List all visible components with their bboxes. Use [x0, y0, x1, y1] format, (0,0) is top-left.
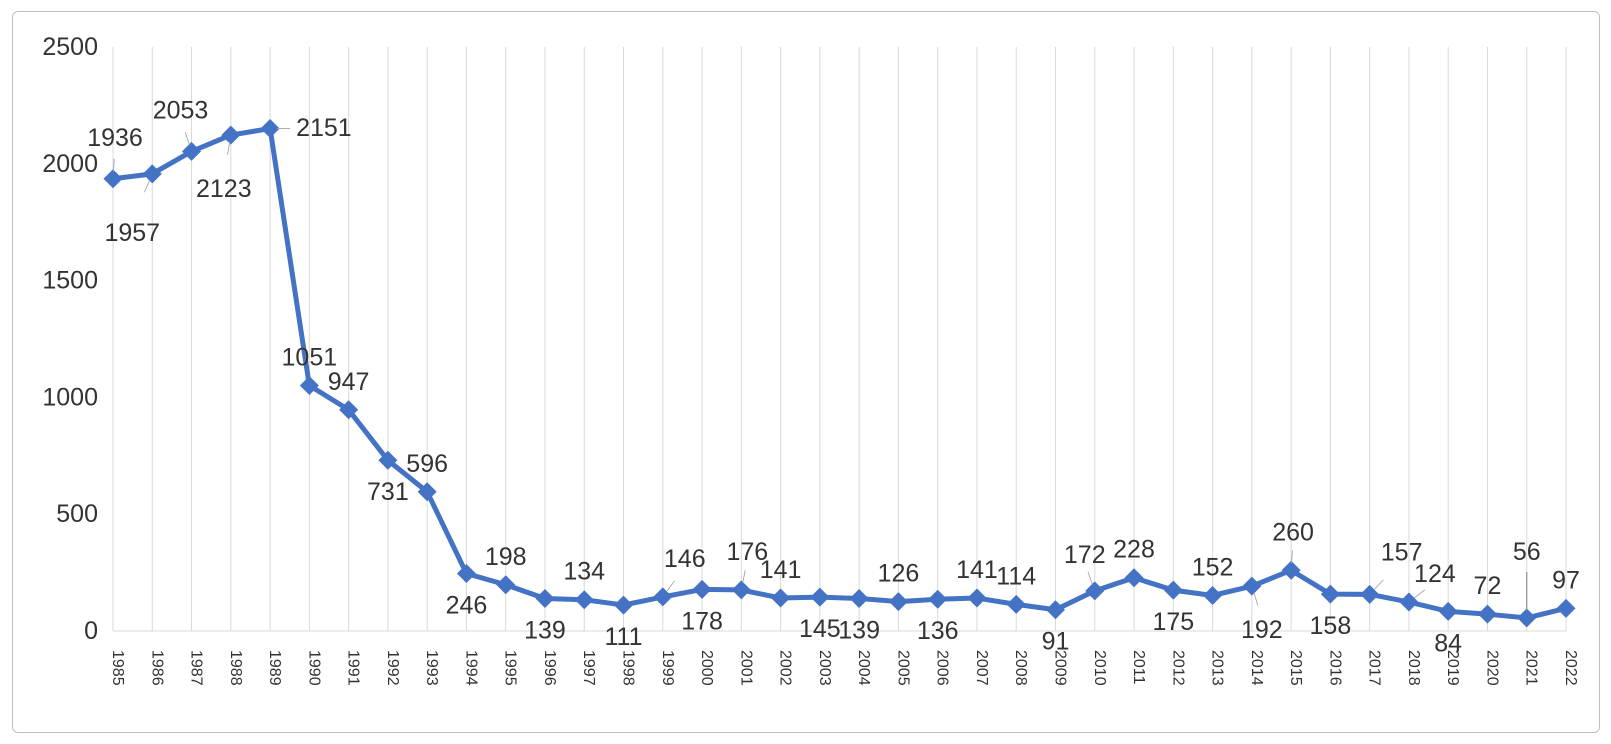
svg-text:2007: 2007 — [973, 650, 990, 686]
svg-text:2009: 2009 — [1051, 650, 1068, 686]
svg-text:2014: 2014 — [1248, 650, 1265, 686]
svg-text:126: 126 — [878, 560, 920, 588]
svg-text:2010: 2010 — [1091, 650, 1108, 686]
svg-text:2011: 2011 — [1130, 650, 1147, 685]
svg-text:1985: 1985 — [109, 650, 126, 686]
svg-text:111: 111 — [605, 623, 643, 651]
svg-text:2123: 2123 — [196, 175, 252, 203]
svg-text:1997: 1997 — [580, 650, 597, 686]
svg-text:2020: 2020 — [1483, 650, 1500, 686]
svg-text:2017: 2017 — [1366, 650, 1383, 686]
svg-text:1991: 1991 — [345, 650, 362, 686]
svg-text:1000: 1000 — [42, 383, 98, 411]
svg-text:1993: 1993 — [423, 650, 440, 686]
svg-text:2012: 2012 — [1169, 650, 1186, 686]
svg-text:172: 172 — [1064, 541, 1106, 569]
svg-text:114: 114 — [996, 562, 1036, 590]
svg-text:146: 146 — [664, 545, 706, 573]
svg-text:141: 141 — [760, 556, 802, 584]
svg-text:1500: 1500 — [42, 267, 98, 295]
svg-text:1986: 1986 — [148, 650, 165, 686]
svg-text:260: 260 — [1272, 518, 1314, 546]
svg-text:1987: 1987 — [188, 650, 205, 686]
svg-text:1936: 1936 — [87, 124, 143, 152]
svg-text:2151: 2151 — [296, 114, 352, 142]
svg-text:1996: 1996 — [541, 650, 558, 686]
svg-text:97: 97 — [1552, 566, 1580, 594]
svg-text:152: 152 — [1192, 553, 1234, 581]
svg-text:1999: 1999 — [659, 650, 676, 686]
svg-text:175: 175 — [1152, 608, 1194, 636]
svg-text:139: 139 — [524, 617, 566, 645]
svg-text:145: 145 — [799, 615, 841, 643]
svg-text:2013: 2013 — [1209, 650, 1226, 686]
svg-text:1994: 1994 — [462, 650, 479, 686]
svg-text:596: 596 — [406, 450, 448, 478]
svg-text:2019: 2019 — [1444, 650, 1461, 686]
svg-text:1998: 1998 — [620, 650, 637, 686]
svg-text:2000: 2000 — [698, 650, 715, 686]
svg-text:2022: 2022 — [1562, 650, 1579, 686]
svg-text:1989: 1989 — [266, 650, 283, 686]
svg-text:228: 228 — [1113, 536, 1155, 564]
svg-text:731: 731 — [367, 478, 409, 506]
svg-text:158: 158 — [1310, 612, 1352, 640]
svg-text:139: 139 — [838, 617, 880, 645]
svg-text:72: 72 — [1474, 572, 1502, 600]
svg-text:2008: 2008 — [1012, 650, 1029, 686]
svg-text:0: 0 — [84, 617, 98, 645]
svg-text:56: 56 — [1513, 538, 1541, 566]
svg-text:1990: 1990 — [305, 650, 322, 686]
svg-text:2000: 2000 — [42, 150, 98, 178]
svg-text:136: 136 — [917, 617, 959, 645]
svg-text:2053: 2053 — [153, 96, 209, 124]
svg-text:500: 500 — [56, 500, 98, 528]
svg-text:141: 141 — [956, 556, 998, 584]
svg-text:2016: 2016 — [1326, 650, 1343, 686]
svg-text:134: 134 — [563, 558, 605, 586]
svg-text:2015: 2015 — [1287, 650, 1304, 686]
svg-text:124: 124 — [1414, 560, 1456, 588]
svg-text:198: 198 — [485, 543, 527, 571]
svg-text:1995: 1995 — [502, 650, 519, 686]
svg-text:178: 178 — [681, 607, 723, 635]
svg-text:2500: 2500 — [42, 33, 98, 61]
svg-text:2005: 2005 — [894, 650, 911, 686]
svg-text:1988: 1988 — [227, 650, 244, 686]
svg-text:1992: 1992 — [384, 650, 401, 686]
svg-text:2021: 2021 — [1523, 650, 1540, 686]
svg-text:2003: 2003 — [816, 650, 833, 686]
svg-text:246: 246 — [446, 592, 488, 620]
svg-text:2004: 2004 — [855, 650, 872, 686]
svg-text:1957: 1957 — [104, 219, 160, 247]
svg-text:2018: 2018 — [1405, 650, 1422, 686]
svg-text:192: 192 — [1241, 616, 1283, 644]
svg-text:2006: 2006 — [934, 650, 951, 686]
svg-text:2001: 2001 — [737, 650, 754, 686]
svg-text:947: 947 — [328, 368, 370, 396]
svg-text:2002: 2002 — [777, 650, 794, 686]
